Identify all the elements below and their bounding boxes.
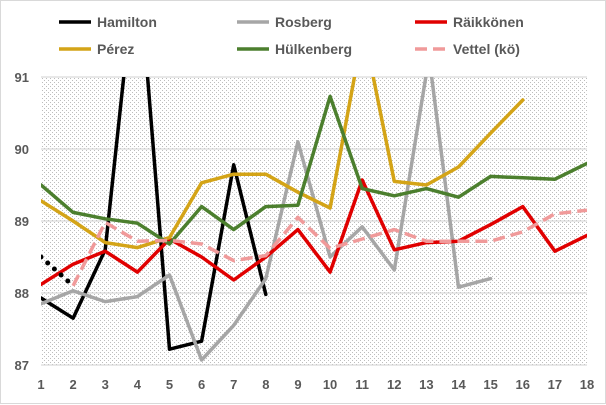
- series-lines: [41, 77, 587, 362]
- legend-label: Vettel (kö): [453, 41, 520, 57]
- series-line-vettel-k: [71, 208, 587, 287]
- x-tick-label: 1: [37, 377, 44, 392]
- y-tick-label: 90: [15, 142, 29, 157]
- y-tick-label: 89: [15, 214, 29, 229]
- series-line-p-rez: [41, 77, 525, 250]
- x-tick-label: 11: [355, 377, 369, 392]
- x-tick-label: 13: [419, 377, 433, 392]
- series-line-h-lkenberg: [41, 94, 587, 246]
- legend-label: Hamilton: [97, 14, 157, 30]
- x-tick-label: 2: [70, 377, 77, 392]
- series-line-rosberg: [41, 77, 493, 362]
- x-tick-label: 3: [102, 377, 109, 392]
- gridlines: [41, 76, 587, 366]
- y-axis-ticks: 87 88 89 90 91: [15, 70, 29, 373]
- x-tick-label: 5: [166, 377, 173, 392]
- x-tick-label: 7: [230, 377, 237, 392]
- x-axis-ticks: 1 2 3 4 5 6 7 8 9 10 11 12 13 14 15 16 17 18: [37, 377, 594, 392]
- legend-label: Rosberg: [275, 14, 332, 30]
- legend-label: Räikkönen: [453, 14, 524, 30]
- x-tick-label: 12: [387, 377, 401, 392]
- x-tick-label: 6: [198, 377, 205, 392]
- y-tick-label: 88: [15, 286, 29, 301]
- x-tick-label: 9: [294, 377, 301, 392]
- x-tick-label: 17: [548, 377, 562, 392]
- x-tick-label: 8: [262, 377, 269, 392]
- legend-label: Hülkenberg: [275, 41, 352, 57]
- x-tick-label: 15: [483, 377, 497, 392]
- x-tick-label: 16: [516, 377, 530, 392]
- x-tick-label: 18: [580, 377, 594, 392]
- legend: Hamilton Rosberg Räikkönen Pérez Hülkenberg V…: [59, 14, 524, 57]
- legend-label: Pérez: [97, 41, 134, 57]
- y-tick-label: 87: [15, 358, 29, 373]
- series-line-dotted-marker: [41, 254, 76, 289]
- x-tick-label: 14: [451, 377, 466, 392]
- series-line-r-ikk-nen: [41, 178, 587, 287]
- x-tick-label: 10: [323, 377, 337, 392]
- y-tick-label: 91: [15, 70, 29, 85]
- x-tick-label: 4: [134, 377, 142, 392]
